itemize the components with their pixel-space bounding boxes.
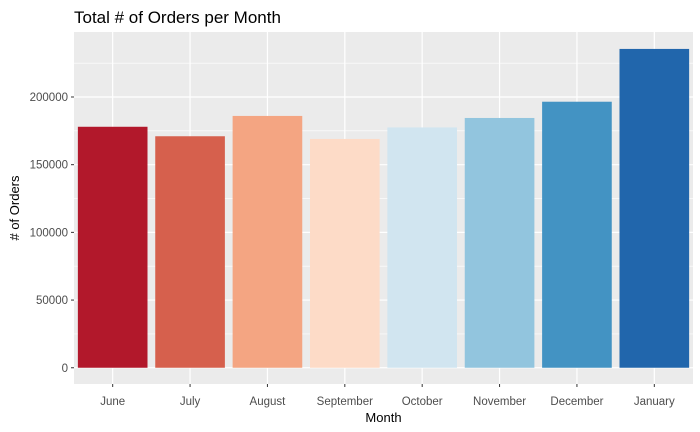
bar-september [309, 138, 380, 368]
bar-october [387, 127, 458, 368]
bar-december [542, 101, 612, 368]
chart-title: Total # of Orders per Month [74, 8, 281, 27]
bar-january [619, 48, 690, 368]
bars [77, 48, 690, 368]
bar-june [77, 126, 148, 368]
y-axis-title: # of Orders [7, 175, 22, 241]
x-tick-label: July [180, 396, 201, 408]
x-tick-label: August [250, 396, 287, 408]
y-tick-label: 0 [62, 363, 68, 375]
y-tick-label: 50000 [36, 295, 68, 307]
bar-july [155, 136, 225, 368]
x-tick-label: June [100, 396, 125, 408]
x-tick-label: September [317, 396, 373, 408]
x-tick-label: January [634, 396, 675, 408]
x-tick-label: October [402, 396, 443, 408]
x-axis-title: Month [365, 410, 401, 425]
y-tick-label: 100000 [30, 227, 68, 239]
x-tick-label: November [473, 396, 526, 408]
y-tick-label: 200000 [30, 92, 68, 104]
bar-august [232, 115, 303, 368]
x-tick-label: December [550, 396, 603, 408]
y-axis: 0 50000 100000 150000 200000 [30, 92, 74, 375]
y-tick-label: 150000 [30, 160, 68, 172]
bar-november [464, 117, 535, 368]
x-axis: June July August September October November De… [100, 384, 675, 408]
